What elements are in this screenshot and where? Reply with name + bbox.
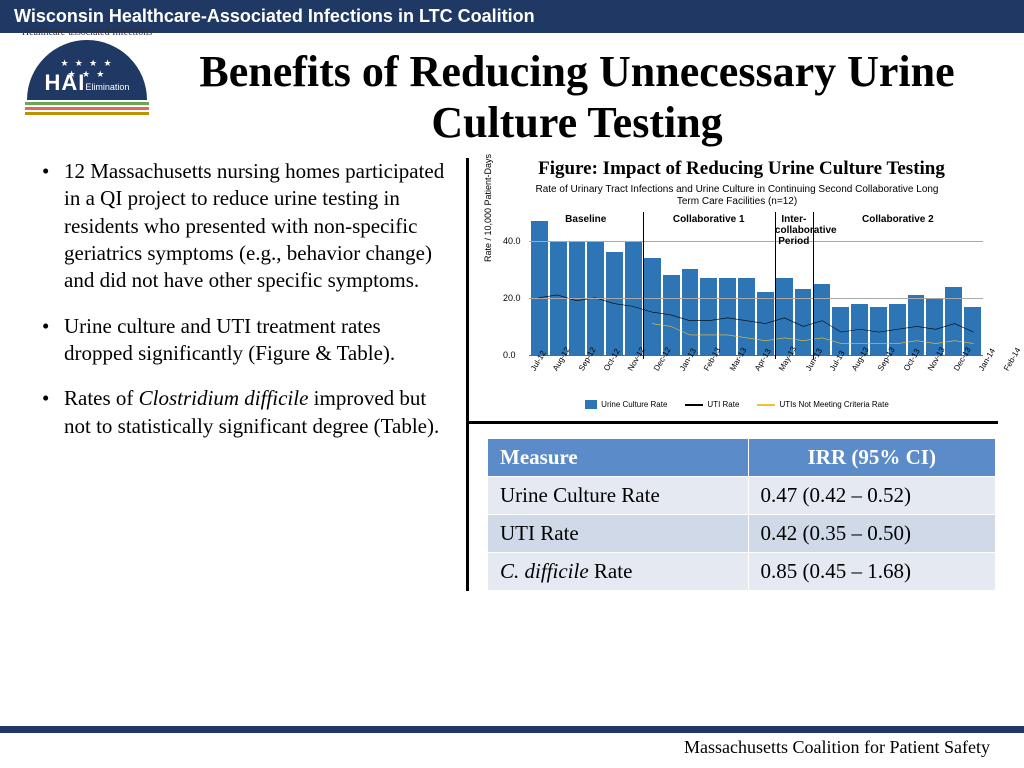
bar — [832, 307, 849, 356]
chart-subtitle: Rate of Urinary Tract Infections and Uri… — [487, 184, 987, 208]
bar — [795, 289, 812, 355]
period-label: Inter-collaborativePeriod — [775, 214, 813, 247]
table-header: IRR (95% CI) — [748, 439, 995, 477]
results-table: Measure IRR (95% CI) Urine Culture Rate0… — [487, 438, 996, 591]
y-axis-label: Rate / 10,000 Patient-Days — [483, 154, 493, 262]
bar — [700, 278, 717, 355]
figure-title: Figure: Impact of Reducing Urine Culture… — [487, 158, 996, 180]
bullet-item: Urine culture and UTI treatment rates dr… — [36, 313, 452, 368]
logo-sub: Elimination — [85, 82, 129, 92]
footer-text: Massachusetts Coalition for Patient Safe… — [0, 733, 1024, 768]
separator — [469, 421, 998, 424]
bar — [757, 292, 774, 355]
legend-item: Urine Culture Rate — [601, 400, 667, 409]
legend-item: UTIs Not Meeting Criteria Rate — [779, 400, 888, 409]
bullet-column: 12 Massachusetts nursing homes participa… — [36, 158, 466, 591]
logo-stripes — [25, 102, 149, 115]
bar — [606, 252, 623, 355]
bar — [719, 278, 736, 355]
bar — [945, 287, 962, 356]
period-label: Collaborative 2 — [813, 214, 983, 225]
table-row: UTI Rate0.42 (0.35 – 0.50) — [488, 515, 996, 553]
logo-arch-text: Healthcare-associated Infections — [13, 27, 161, 38]
bar — [813, 284, 830, 356]
legend-item: UTI Rate — [707, 400, 739, 409]
table-row: C. difficile Rate0.85 (0.45 – 1.68) — [488, 553, 996, 591]
period-label: Collaborative 1 — [643, 214, 775, 225]
bar — [663, 275, 680, 355]
bar — [908, 295, 925, 355]
chart: Rate of Urinary Tract Infections and Uri… — [487, 184, 987, 409]
hai-logo: Healthcare-associated Infections ★ ★ ★ ★… — [12, 40, 162, 115]
bar — [682, 269, 699, 355]
bullet-item: Rates of Clostridium difficile improved … — [36, 385, 452, 440]
period-label: Baseline — [529, 214, 643, 225]
bar — [870, 307, 887, 356]
legend: Urine Culture Rate UTI Rate UTIs Not Mee… — [487, 400, 987, 409]
bar — [644, 258, 661, 355]
footer: Massachusetts Coalition for Patient Safe… — [0, 726, 1024, 768]
bar — [738, 278, 755, 355]
logo-main: HAI — [45, 70, 86, 95]
table-header: Measure — [488, 439, 749, 477]
bullet-item: 12 Massachusetts nursing homes participa… — [36, 158, 452, 294]
table-row: Urine Culture Rate0.47 (0.42 – 0.52) — [488, 477, 996, 515]
